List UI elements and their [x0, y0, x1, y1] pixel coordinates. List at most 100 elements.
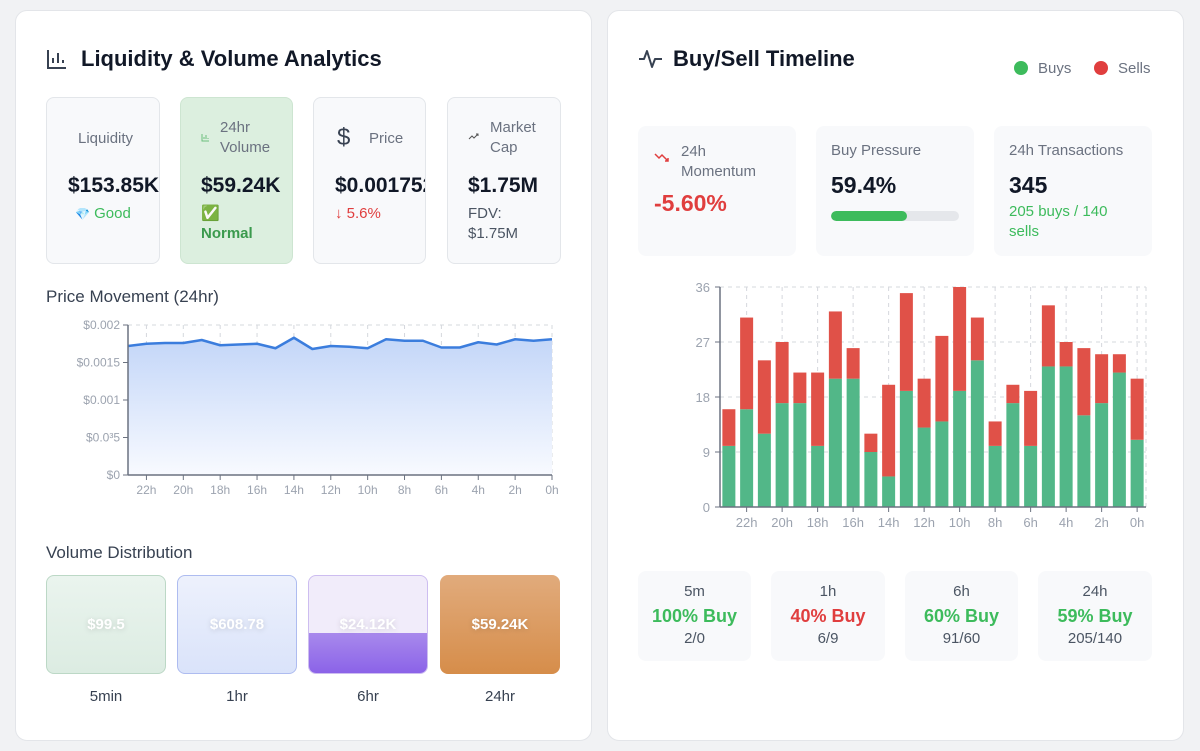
buy-percent: 100% Buy [651, 606, 738, 626]
buy-sell-ratio: 2/0 [684, 630, 705, 647]
volume-value: $99.5 [87, 616, 125, 633]
trending-up-icon [468, 133, 479, 140]
momentum-label: 24h Momentum [681, 143, 757, 180]
price-chart: $0 $0.0³5 $0.001 $0.0015 $0.002 22h 20h 18h 16h 1… [77, 318, 559, 497]
buy-pressure-label: Buy Pressure [831, 142, 922, 159]
transactions-label: 24h Transactions [1009, 142, 1124, 159]
sell-bar [1095, 354, 1109, 404]
y-tick-label: 18 [696, 390, 710, 405]
x-tick-label: 6h [1023, 515, 1037, 530]
legend-label: Sells [1118, 60, 1151, 77]
buy-bar [1077, 415, 1091, 507]
buy-sell-chart: 0 9 18 27 36 22h 20h 18h 16h 14h 12h 10h 8h 6h 4h 2h 0h [696, 280, 1147, 530]
sells-dot-icon [1094, 61, 1108, 75]
x-tick-label: 10h [358, 483, 378, 497]
sell-bar [793, 372, 807, 404]
period-label: 6h [953, 583, 970, 600]
x-tick-label: 4h [472, 483, 485, 497]
buy-percent: 59% Buy [1057, 606, 1133, 626]
buy-bar [1112, 372, 1126, 507]
sell-bar [1130, 378, 1144, 440]
momentum-card: 24h Momentum -5.60% [638, 126, 796, 256]
buy-bar [828, 378, 842, 507]
x-tick-label: 8h [988, 515, 1002, 530]
buy-sell-ratio: 205/140 [1067, 630, 1123, 647]
sell-bar [899, 293, 913, 391]
stat-card-liquidity: Liquidity $153.85K 💎 Good [46, 97, 160, 264]
stat-label: Market Cap [490, 119, 536, 156]
y-tick-label: 0 [703, 500, 710, 515]
period-card-5m: 5m 100% Buy 2/0 [638, 571, 751, 661]
sell-bar [1041, 305, 1055, 367]
volume-fill [309, 633, 427, 673]
volume-box-5min: $99.5 [46, 575, 166, 674]
buy-bar [1059, 366, 1073, 507]
stat-value: $153.85K [68, 174, 160, 197]
buy-bar [1006, 403, 1020, 507]
buy-pressure-value: 59.4% [831, 172, 897, 198]
buy-percent: 40% Buy [790, 606, 866, 626]
sell-bar [988, 421, 1002, 446]
sell-bar [1077, 348, 1091, 416]
sell-bar [828, 311, 842, 379]
stat-card-volume: 24hr Volume $59.24K ✅ Normal [180, 97, 293, 264]
period-card-1h: 1h 40% Buy 6/9 [771, 571, 885, 661]
buy-bar [757, 433, 771, 507]
stat-sub: Good [94, 205, 131, 222]
legend-sells[interactable]: Sells [1094, 60, 1151, 77]
x-tick-label: 2h [1094, 515, 1108, 530]
period-card-6h: 6h 60% Buy 91/60 [905, 571, 1018, 661]
y-tick-label: 9 [703, 445, 710, 460]
buy-bar [935, 421, 949, 507]
sell-bar [757, 360, 771, 434]
buy-bar [722, 445, 736, 507]
sell-bar [864, 433, 878, 452]
price-movement-heading: Price Movement (24hr) [46, 287, 219, 306]
y-tick-label: $0 [107, 468, 121, 482]
x-tick-label: 16h [842, 515, 864, 530]
buy-pressure-fill [831, 211, 908, 221]
sell-bar [935, 335, 949, 422]
momentum-value: -5.60% [654, 190, 727, 216]
price-area [128, 337, 552, 475]
dollar-icon: $ [337, 124, 351, 151]
x-tick-label: 18h [210, 483, 230, 497]
buy-bar [846, 378, 860, 507]
x-tick-label: 2h [508, 483, 521, 497]
volume-label: 1hr [226, 688, 248, 705]
buy-bar [917, 427, 931, 507]
check-icon: ✅ [201, 205, 220, 222]
stat-label: Price [369, 130, 404, 147]
period-label: 5m [684, 583, 705, 600]
sell-bar [740, 317, 754, 410]
activity-icon [639, 50, 662, 68]
volume-box-6hr: $24.12K [308, 575, 428, 674]
volume-label: 6hr [357, 688, 379, 705]
sell-bar [811, 372, 825, 446]
transactions-value: 345 [1009, 172, 1048, 198]
price-line [127, 336, 553, 351]
stat-label: Liquidity [78, 130, 134, 147]
buy-bar [1024, 445, 1038, 507]
buy-pressure-bar [831, 211, 959, 221]
buy-bar [811, 445, 825, 507]
sell-bar [722, 409, 736, 446]
buy-bar [970, 360, 984, 507]
buy-bar [864, 452, 878, 507]
x-tick-label: 6h [435, 483, 448, 497]
volume-label: 24hr [484, 688, 516, 705]
transactions-sub: 205 buys / 140 sells [1009, 203, 1108, 240]
x-tick-label: 22h [136, 483, 156, 497]
x-tick-label: 8h [398, 483, 411, 497]
stat-value: $1.75M [468, 174, 539, 197]
diamond-icon: 💎 [75, 207, 90, 221]
trending-down-icon [654, 153, 669, 162]
volume-value: $59.24K [471, 616, 529, 633]
sell-bar [917, 378, 931, 428]
buy-sell-ratio: 6/9 [817, 630, 839, 647]
buys-dot-icon [1014, 61, 1028, 75]
stat-sub: ↓ 5.6% [335, 205, 381, 222]
x-tick-label: 4h [1059, 515, 1073, 530]
legend-buys[interactable]: Buys [1014, 60, 1071, 77]
sell-bar [846, 348, 860, 379]
